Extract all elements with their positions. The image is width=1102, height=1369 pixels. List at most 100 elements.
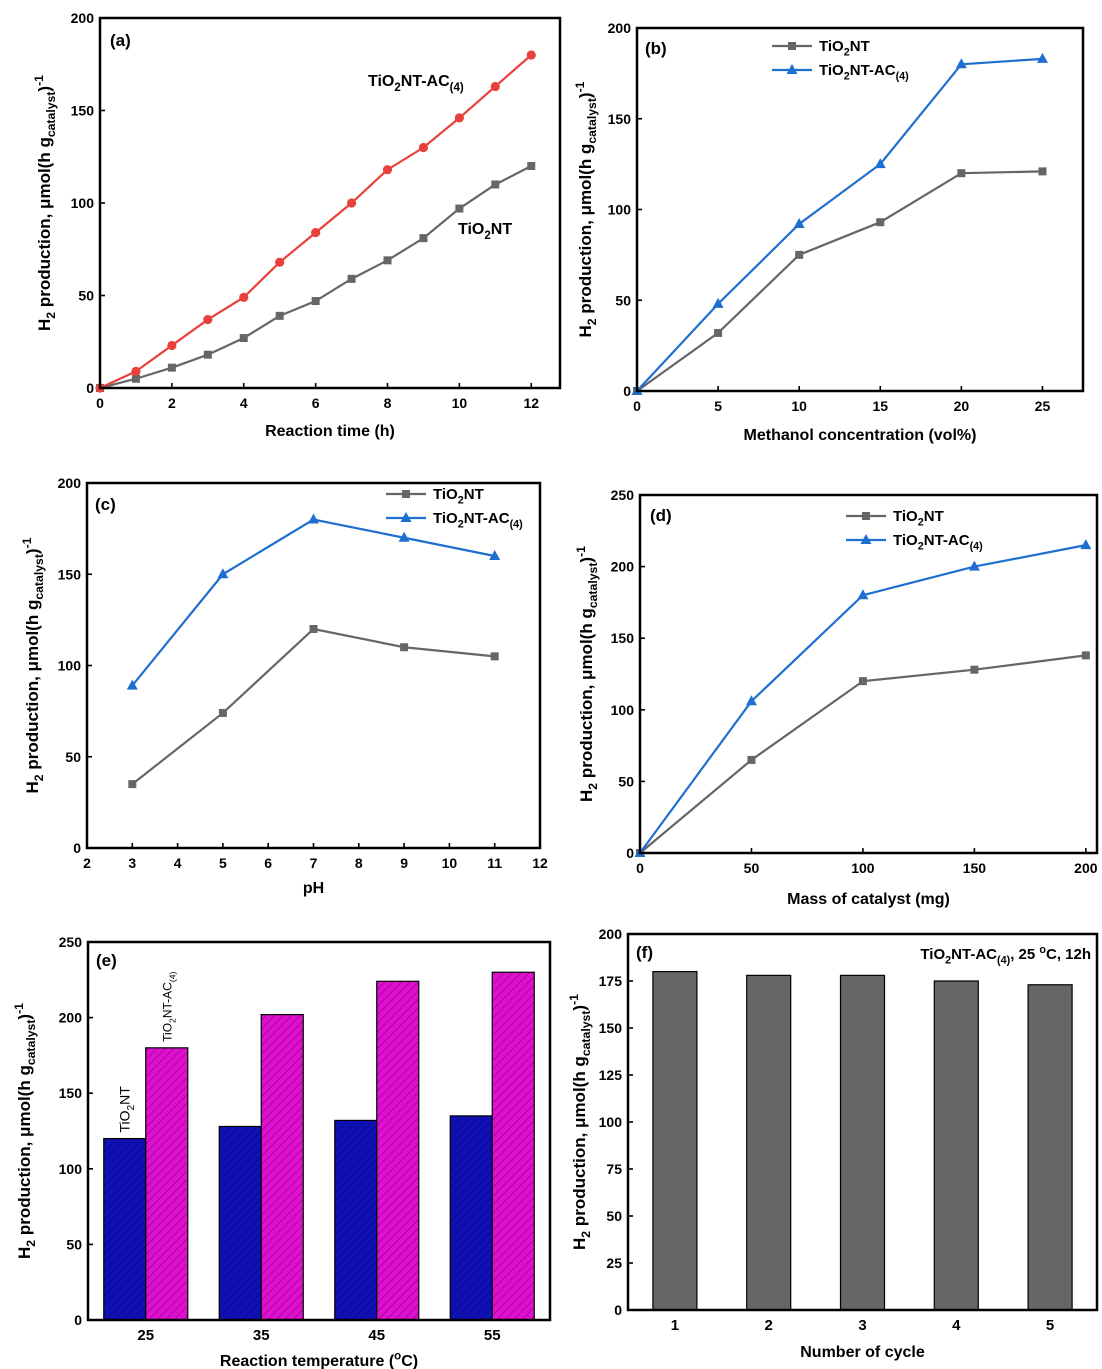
panel-f-letter: (f) xyxy=(636,943,653,962)
panel-d-series-1-point xyxy=(857,589,869,600)
panel-a-series-0-point xyxy=(311,297,320,306)
panel-d-ytick-label: 200 xyxy=(611,559,635,575)
panel-c-series-0-point xyxy=(400,643,409,652)
panel-c-xtick-label: 9 xyxy=(400,855,408,871)
panel-a-series-1-point xyxy=(346,198,357,208)
panel-b-ytick-label: 150 xyxy=(608,111,632,127)
panel-b-xtick-label: 0 xyxy=(633,398,641,414)
panel-a-xlabel: Reaction time (h) xyxy=(265,423,395,440)
panel-a-label-series-0: TiO2NT xyxy=(458,221,512,242)
panel-e-ytick-label: 150 xyxy=(59,1085,83,1101)
panel-a-series-1-point xyxy=(526,50,536,60)
panel-a-series-1-point xyxy=(454,113,464,123)
panel-b-xlabel: Methanol concentration (vol%) xyxy=(744,427,977,444)
panel-a-letter: (a) xyxy=(110,31,131,50)
panel-d-series-1-point xyxy=(968,560,980,571)
panel-e-ytick-label: 0 xyxy=(74,1312,82,1328)
panel-d-xtick-label: 200 xyxy=(1074,860,1098,876)
panel-b-ylabel: H2 production, μmol(h gcatalyst)-1 xyxy=(573,81,599,337)
panel-d-xtick-label: 100 xyxy=(851,860,875,876)
panel-c-series-1-point xyxy=(398,531,410,542)
panel-c-xtick-label: 8 xyxy=(355,855,363,871)
panel-e-xtick-label: 55 xyxy=(484,1327,501,1344)
panel-e-xtick-label: 35 xyxy=(253,1327,270,1344)
panel-c-ytick-label: 100 xyxy=(58,658,82,674)
panel-a-xtick-label: 6 xyxy=(312,395,320,411)
panel-c-legend-marker-1 xyxy=(400,512,412,522)
panel-b-ytick-label: 50 xyxy=(615,292,631,308)
panel-e-bar-hatch xyxy=(219,1126,262,1320)
panel-b-series-0-point xyxy=(714,328,723,337)
panel-a-series-0-point xyxy=(419,234,428,243)
panel-f-ytick-label: 150 xyxy=(599,1020,623,1036)
panel-b-series-0-point xyxy=(1038,167,1047,176)
panel-e-bar-hatch xyxy=(450,1115,493,1320)
panel-f-xtick-label: 5 xyxy=(1046,1317,1054,1334)
panel-c-legend-label-1: TiO2NT-AC(4) xyxy=(433,510,523,531)
panel-d-series-1-point xyxy=(745,695,757,706)
panel-c-xtick-label: 11 xyxy=(487,855,502,871)
panel-d-legend-label-0: TiO2NT xyxy=(893,508,944,529)
panel-e-bar-hatch xyxy=(145,1047,188,1320)
panel-f-xlabel: Number of cycle xyxy=(800,1344,925,1361)
panel-d-series-0-point xyxy=(970,665,979,674)
panel-f-ytick-label: 75 xyxy=(606,1161,622,1177)
panel-a: (a) 0 2 4 6 8 10 12 0 50 100 150 200 H2 production, μ… xyxy=(32,10,562,440)
panel-a-label-series-1: TiO2NT-AC(4) xyxy=(368,73,464,94)
panel-a-series-1-point xyxy=(490,81,500,92)
panel-e-letter: (e) xyxy=(96,951,117,970)
panel-b-series-1-point xyxy=(1036,52,1048,63)
panel-a-series-0-point xyxy=(167,363,176,372)
panel-a-ytick-label: 50 xyxy=(78,288,94,304)
panel-a-series-0-point xyxy=(239,334,248,343)
panel-f-ytick-label: 50 xyxy=(606,1208,622,1224)
panel-c-xtick-label: 10 xyxy=(442,855,458,871)
panel-c-series-1-point xyxy=(308,513,319,524)
panel-c-series-0-point xyxy=(218,708,227,717)
panel-d: (d) 0 50 100 150 200 0 50 100 150 200 250 H2 product… xyxy=(574,487,1099,908)
panel-d-series-0-point xyxy=(1081,651,1090,660)
panel-f-ytick-label: 25 xyxy=(606,1255,622,1271)
panel-b-axes-frame xyxy=(635,26,1085,393)
panel-b-xtick-label: 20 xyxy=(954,398,970,414)
panel-f-ytick-label: 200 xyxy=(599,926,623,942)
panel-d-legend-marker-1 xyxy=(860,534,872,544)
panel-b-xtick-label: 15 xyxy=(872,398,888,414)
panel-d-ylabel: H2 production, μmol(h gcatalyst)-1 xyxy=(574,546,600,802)
panel-a-series-0-point xyxy=(131,374,140,383)
panel-a-series-0-point xyxy=(383,256,392,265)
panel-c-xtick-label: 6 xyxy=(264,855,272,871)
panel-a-xtick-label: 0 xyxy=(96,395,104,411)
panel-c-axes-frame xyxy=(85,481,542,850)
panel-b-series-0-point xyxy=(795,250,804,259)
panel-c-xlabel: pH xyxy=(303,880,324,897)
panel-f-ytick-label: 175 xyxy=(599,973,623,989)
panel-c-series-line-0 xyxy=(131,627,495,785)
panel-b-ytick-label: 100 xyxy=(608,202,632,218)
panel-f-ytick-label: 125 xyxy=(599,1067,623,1083)
panel-a-xtick-label: 4 xyxy=(240,395,248,411)
panel-a-series-0-point xyxy=(203,350,212,359)
panel-c-ytick-label: 0 xyxy=(73,840,81,856)
panel-b-legend-marker-1 xyxy=(786,64,798,74)
panel-b-xtick-label: 10 xyxy=(791,398,807,414)
panel-d-ytick-label: 0 xyxy=(626,845,634,861)
panel-d-series-0-point xyxy=(858,677,867,686)
panel-f-ytick-label: 100 xyxy=(599,1114,623,1130)
panel-e-label-series-1: TiO2NT-AC(4) xyxy=(161,971,178,1041)
panel-c-legend-label-0: TiO2NT xyxy=(433,486,484,507)
panel-d-series-0-point xyxy=(747,755,756,764)
panel-a-ylabel: H2 production, μmol(h gcatalyst)-1 xyxy=(32,75,58,331)
panel-d-legend-marker-0 xyxy=(862,512,870,520)
panel-c-xtick-label: 12 xyxy=(532,855,548,871)
panel-c-ytick-label: 150 xyxy=(58,566,82,582)
panel-b: (b) 0 5 10 15 20 25 0 50 100 150 200 H2 production, … xyxy=(573,20,1085,444)
panel-c-series-1-point xyxy=(126,679,138,690)
panel-d-ytick-label: 150 xyxy=(611,630,635,646)
panel-f-xtick-label: 4 xyxy=(952,1317,961,1334)
panel-a-series-1-point xyxy=(167,340,177,351)
panel-d-ytick-label: 50 xyxy=(618,773,634,789)
panel-f-bar-s0-c4 xyxy=(1027,984,1073,1311)
panel-e-ytick-label: 50 xyxy=(66,1236,82,1252)
